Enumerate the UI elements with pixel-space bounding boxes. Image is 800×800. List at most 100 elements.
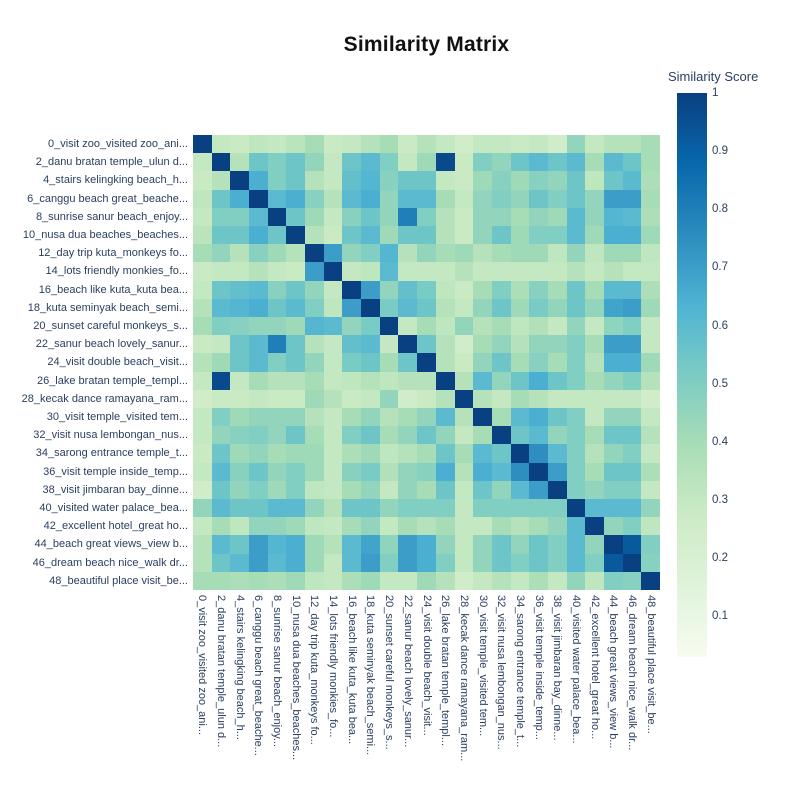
heatmap-cell[interactable] (398, 499, 418, 518)
heatmap-cell[interactable] (361, 371, 380, 390)
heatmap-cell[interactable] (454, 317, 474, 336)
heatmap-cell[interactable] (342, 171, 362, 190)
heatmap-cell[interactable] (193, 189, 212, 208)
heatmap-cell[interactable] (585, 335, 604, 354)
heatmap-cell[interactable] (566, 444, 586, 463)
heatmap-cell[interactable] (398, 444, 418, 463)
heatmap-cell[interactable] (435, 207, 455, 226)
heatmap-cell[interactable] (342, 444, 362, 463)
heatmap-cell[interactable] (641, 262, 660, 281)
heatmap-cell[interactable] (454, 408, 474, 427)
heatmap-cell[interactable] (249, 499, 268, 518)
heatmap-cell[interactable] (454, 371, 474, 390)
heatmap-cell[interactable] (566, 135, 586, 154)
heatmap-cell[interactable] (473, 244, 492, 263)
heatmap-cell[interactable] (566, 480, 586, 499)
heatmap-cell[interactable] (361, 517, 380, 536)
heatmap-cell[interactable] (193, 535, 212, 554)
heatmap-cell[interactable] (267, 280, 287, 299)
heatmap-cell[interactable] (249, 298, 268, 317)
heatmap-cell[interactable] (622, 189, 642, 208)
heatmap-cell[interactable] (566, 189, 586, 208)
heatmap-cell[interactable] (379, 444, 399, 463)
heatmap-cell[interactable] (249, 480, 268, 499)
heatmap-cell[interactable] (230, 153, 250, 172)
heatmap-cell[interactable] (230, 553, 250, 572)
heatmap-cell[interactable] (267, 553, 287, 572)
heatmap-cell[interactable] (510, 280, 530, 299)
heatmap-cell[interactable] (622, 389, 642, 408)
heatmap-cell[interactable] (323, 553, 343, 572)
heatmap-cell[interactable] (230, 371, 250, 390)
heatmap-cell[interactable] (547, 371, 567, 390)
heatmap-cell[interactable] (491, 389, 511, 408)
heatmap-cell[interactable] (230, 244, 250, 263)
heatmap-cell[interactable] (323, 371, 343, 390)
heatmap-cell[interactable] (211, 517, 231, 536)
heatmap-cell[interactable] (323, 408, 343, 427)
heatmap-cell[interactable] (417, 517, 436, 536)
heatmap-cell[interactable] (305, 389, 324, 408)
heatmap-cell[interactable] (435, 462, 455, 481)
heatmap-cell[interactable] (603, 153, 623, 172)
heatmap-cell[interactable] (211, 244, 231, 263)
heatmap-cell[interactable] (398, 408, 418, 427)
heatmap-cell[interactable] (249, 262, 268, 281)
heatmap-cell[interactable] (566, 262, 586, 281)
heatmap-cell[interactable] (193, 135, 212, 154)
heatmap-cell[interactable] (211, 171, 231, 190)
heatmap-cell[interactable] (267, 226, 287, 245)
heatmap-cell[interactable] (342, 135, 362, 154)
heatmap-cell[interactable] (603, 171, 623, 190)
heatmap-cell[interactable] (547, 444, 567, 463)
heatmap-cell[interactable] (454, 571, 474, 590)
heatmap-cell[interactable] (622, 226, 642, 245)
heatmap-cell[interactable] (211, 408, 231, 427)
heatmap-cell[interactable] (398, 298, 418, 317)
heatmap-cell[interactable] (323, 171, 343, 190)
heatmap-cell[interactable] (379, 171, 399, 190)
heatmap-cell[interactable] (286, 571, 306, 590)
heatmap-cell[interactable] (305, 226, 324, 245)
heatmap-cell[interactable] (622, 317, 642, 336)
heatmap-cell[interactable] (230, 535, 250, 554)
heatmap-cell[interactable] (566, 207, 586, 226)
heatmap-cell[interactable] (585, 153, 604, 172)
heatmap-cell[interactable] (267, 535, 287, 554)
heatmap-cell[interactable] (417, 298, 436, 317)
heatmap-cell[interactable] (267, 207, 287, 226)
heatmap-cell[interactable] (193, 280, 212, 299)
heatmap-cell[interactable] (622, 153, 642, 172)
heatmap-cell[interactable] (249, 462, 268, 481)
heatmap-cell[interactable] (585, 244, 604, 263)
heatmap-cell[interactable] (211, 298, 231, 317)
heatmap-cell[interactable] (379, 571, 399, 590)
heatmap-cell[interactable] (454, 535, 474, 554)
heatmap-cell[interactable] (510, 153, 530, 172)
heatmap-cell[interactable] (529, 153, 548, 172)
heatmap-cell[interactable] (454, 389, 474, 408)
heatmap-cell[interactable] (603, 571, 623, 590)
heatmap-cell[interactable] (585, 171, 604, 190)
heatmap-cell[interactable] (193, 171, 212, 190)
heatmap-cell[interactable] (211, 535, 231, 554)
heatmap-cell[interactable] (454, 444, 474, 463)
heatmap-cell[interactable] (566, 298, 586, 317)
heatmap-cell[interactable] (435, 517, 455, 536)
heatmap-cell[interactable] (193, 226, 212, 245)
heatmap-cell[interactable] (491, 207, 511, 226)
heatmap-cell[interactable] (342, 317, 362, 336)
heatmap-cell[interactable] (267, 389, 287, 408)
heatmap-cell[interactable] (249, 389, 268, 408)
heatmap-cell[interactable] (417, 408, 436, 427)
heatmap-cell[interactable] (566, 499, 586, 518)
heatmap-cell[interactable] (435, 426, 455, 445)
heatmap-cell[interactable] (641, 153, 660, 172)
heatmap-cell[interactable] (286, 135, 306, 154)
heatmap-cell[interactable] (286, 262, 306, 281)
heatmap-cell[interactable] (585, 444, 604, 463)
heatmap-cell[interactable] (211, 226, 231, 245)
heatmap-cell[interactable] (529, 408, 548, 427)
heatmap-cell[interactable] (603, 371, 623, 390)
heatmap-cell[interactable] (491, 226, 511, 245)
